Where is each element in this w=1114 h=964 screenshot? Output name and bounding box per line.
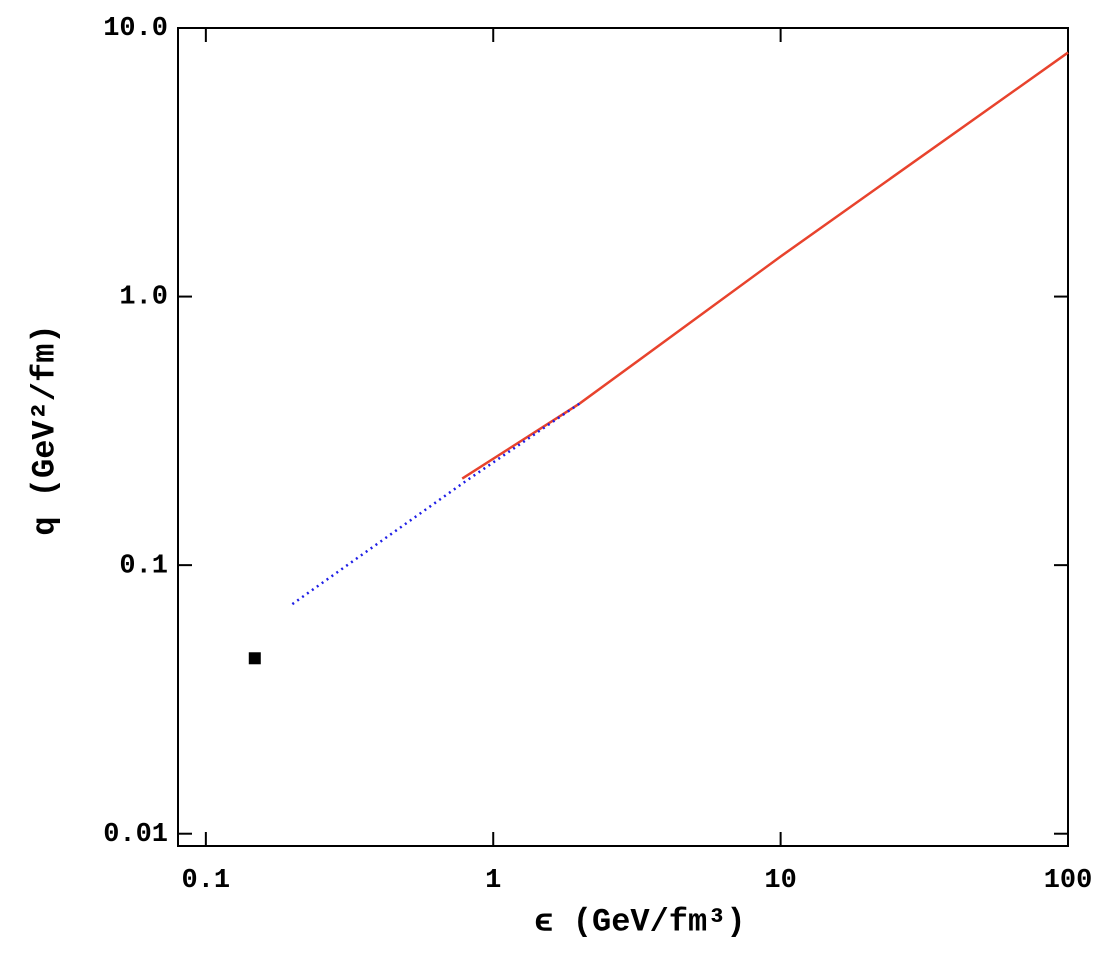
x-tick-label: 10 (764, 866, 796, 896)
y-tick-label: 10.0 (103, 14, 168, 44)
data-point (248, 652, 261, 665)
y-tick-label: 0.1 (119, 551, 168, 581)
plot-frame (177, 27, 1069, 847)
x-tick-label: 0.1 (182, 866, 231, 896)
data-line (461, 51, 1069, 480)
y-tick-label: 0.01 (103, 820, 168, 850)
y-axis-label: q (GeV²/fm) (26, 324, 63, 535)
x-tick-label: 1 (485, 866, 501, 896)
x-tick-label: 100 (1044, 866, 1093, 896)
y-tick-label: 1.0 (119, 283, 168, 313)
data-line (291, 402, 581, 606)
x-axis-label: ϵ (GeV/fm³) (534, 903, 745, 940)
